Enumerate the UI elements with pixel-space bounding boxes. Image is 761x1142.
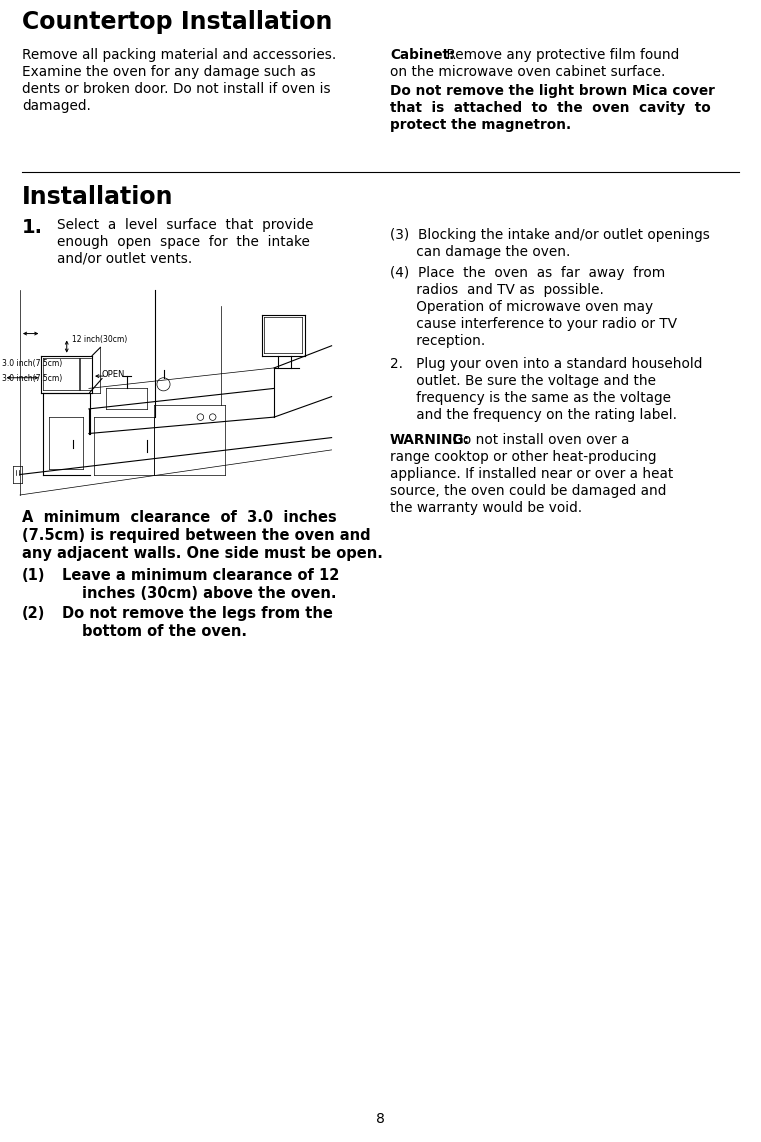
Text: Countertop Installation: Countertop Installation <box>22 10 333 34</box>
Text: 8: 8 <box>376 1112 385 1126</box>
Text: A  minimum  clearance  of  3.0  inches: A minimum clearance of 3.0 inches <box>22 510 337 525</box>
Text: Examine the oven for any damage such as: Examine the oven for any damage such as <box>22 65 316 79</box>
Text: cause interference to your radio or TV: cause interference to your radio or TV <box>390 317 677 331</box>
Text: appliance. If installed near or over a heat: appliance. If installed near or over a h… <box>390 467 673 481</box>
Text: 1.: 1. <box>22 218 43 238</box>
Text: range cooktop or other heat-producing: range cooktop or other heat-producing <box>390 450 657 464</box>
Text: damaged.: damaged. <box>22 99 91 113</box>
Text: that  is  attached  to  the  oven  cavity  to: that is attached to the oven cavity to <box>390 100 711 115</box>
Text: source, the oven could be damaged and: source, the oven could be damaged and <box>390 484 667 498</box>
Text: 3.0 inch(7.5cm): 3.0 inch(7.5cm) <box>2 359 62 368</box>
Text: (4)  Place  the  oven  as  far  away  from: (4) Place the oven as far away from <box>390 266 665 280</box>
Text: WARNING:: WARNING: <box>390 433 470 447</box>
Text: protect the magnetron.: protect the magnetron. <box>390 118 571 132</box>
Text: radios  and TV as  possible.: radios and TV as possible. <box>390 283 604 297</box>
Text: OPEN: OPEN <box>102 370 126 379</box>
Text: Leave a minimum clearance of 12: Leave a minimum clearance of 12 <box>62 568 339 584</box>
Text: Do not remove the legs from the: Do not remove the legs from the <box>62 606 333 621</box>
Text: bottom of the oven.: bottom of the oven. <box>82 624 247 640</box>
Text: Do not remove the light brown Mica cover: Do not remove the light brown Mica cover <box>390 85 715 98</box>
Text: inches (30cm) above the oven.: inches (30cm) above the oven. <box>82 586 336 601</box>
Text: Remove any protective film found: Remove any protective film found <box>442 48 680 62</box>
Text: 3.0 inch(7.5cm): 3.0 inch(7.5cm) <box>2 375 62 384</box>
Text: Operation of microwave oven may: Operation of microwave oven may <box>390 300 653 314</box>
Text: (7.5cm) is required between the oven and: (7.5cm) is required between the oven and <box>22 528 371 542</box>
Text: outlet. Be sure the voltage and the: outlet. Be sure the voltage and the <box>390 373 656 388</box>
Text: Do not install oven over a: Do not install oven over a <box>448 433 629 447</box>
Text: Cabinet:: Cabinet: <box>390 48 454 62</box>
Text: (1): (1) <box>22 568 46 584</box>
Text: (2): (2) <box>22 606 46 621</box>
Text: frequency is the same as the voltage: frequency is the same as the voltage <box>390 391 671 405</box>
Text: 2.   Plug your oven into a standard household: 2. Plug your oven into a standard househ… <box>390 357 702 371</box>
Text: and/or outlet vents.: and/or outlet vents. <box>57 252 193 266</box>
Text: on the microwave oven cabinet surface.: on the microwave oven cabinet surface. <box>390 65 665 79</box>
Text: any adjacent walls. One side must be open.: any adjacent walls. One side must be ope… <box>22 546 383 561</box>
Text: can damage the oven.: can damage the oven. <box>390 246 571 259</box>
Text: Installation: Installation <box>22 185 174 209</box>
Text: 12 inch(30cm): 12 inch(30cm) <box>72 335 128 344</box>
Text: Remove all packing material and accessories.: Remove all packing material and accessor… <box>22 48 336 62</box>
Text: Select  a  level  surface  that  provide: Select a level surface that provide <box>57 218 314 232</box>
Text: enough  open  space  for  the  intake: enough open space for the intake <box>57 235 310 249</box>
Text: the warranty would be void.: the warranty would be void. <box>390 501 582 515</box>
Text: reception.: reception. <box>390 333 486 348</box>
Text: dents or broken door. Do not install if oven is: dents or broken door. Do not install if … <box>22 82 330 96</box>
Text: and the frequency on the rating label.: and the frequency on the rating label. <box>390 408 677 423</box>
Text: (3)  Blocking the intake and/or outlet openings: (3) Blocking the intake and/or outlet op… <box>390 228 710 242</box>
